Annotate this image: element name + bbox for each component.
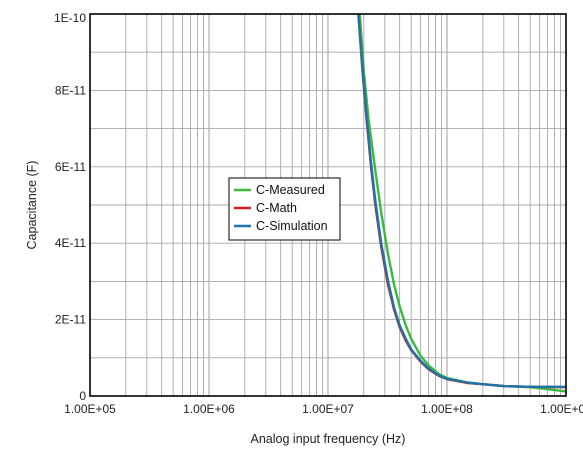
- legend-label-measured: C-Measured: [256, 183, 325, 197]
- legend-item-math: C-Math: [234, 201, 297, 215]
- y-tick-label: 4E-11: [55, 236, 86, 250]
- legend-item-simulation: C-Simulation: [234, 219, 328, 233]
- plot-frame: [89, 13, 567, 397]
- y-tick-labels: 0 2E-11 4E-11 6E-11 8E-11 1E-10: [54, 11, 86, 403]
- x-tick-labels: 1.00E+05 1.00E+06 1.00E+07 1.00E+08 1.00E+09: [64, 402, 583, 416]
- y-tick-label: 8E-11: [55, 83, 86, 97]
- x-tick-label: 1.00E+09: [540, 402, 583, 416]
- x-tick-label: 1.00E+07: [302, 402, 354, 416]
- x-tick-label: 1.00E+06: [183, 402, 235, 416]
- legend-label-simulation: C-Simulation: [256, 219, 328, 233]
- series-lines: [357, 14, 566, 393]
- y-tick-label: 2E-11: [55, 313, 86, 327]
- x-axis-label: Analog input frequency (Hz): [251, 432, 406, 446]
- y-axis-label: Capacitance (F): [25, 161, 39, 250]
- series-line-simulation: [357, 14, 566, 389]
- x-tick-label: 1.00E+08: [421, 402, 473, 416]
- legend: C-Measured C-Math C-Simulation: [228, 177, 341, 241]
- y-tick-label: 6E-11: [55, 160, 86, 174]
- x-tick-label: 1.00E+05: [64, 402, 116, 416]
- legend-item-measured: C-Measured: [234, 183, 325, 197]
- legend-label-math: C-Math: [256, 201, 297, 215]
- y-tick-label: 0: [79, 389, 86, 403]
- y-tick-label: 1E-10: [54, 11, 86, 25]
